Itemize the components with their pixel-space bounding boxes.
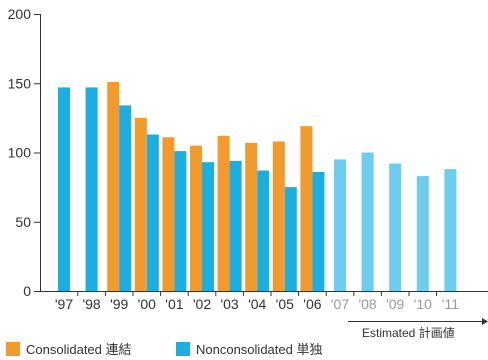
x-tick-label: '06	[303, 296, 321, 312]
x-tick-label: '11	[442, 296, 459, 312]
bar-consolidated	[134, 117, 147, 291]
x-tick-label: '98	[82, 296, 100, 312]
bar-nonconsolidated	[85, 87, 98, 291]
x-tick-label: '03	[220, 296, 238, 312]
bar-nonconsolidated	[174, 151, 187, 291]
x-tick-label: '02	[193, 296, 211, 312]
bar-consolidated	[107, 81, 120, 292]
bar-nonconsolidated	[119, 105, 132, 291]
x-tick-label: '09	[386, 296, 404, 312]
bar-nonconsolidated	[312, 171, 325, 291]
estimated-label: Estimated 計画値	[362, 325, 455, 340]
legend-swatch-consolidated	[6, 342, 20, 356]
bar-consolidated	[245, 142, 258, 291]
legend: Consolidated 連結 Nonconsolidated 単独	[6, 342, 322, 357]
bar-consolidated	[190, 145, 202, 291]
y-tick-label: 150	[8, 75, 32, 91]
bar-nonconsolidated	[202, 162, 214, 291]
x-tick-label: '08	[358, 296, 376, 312]
x-tick-label: '04	[248, 296, 266, 312]
bar-nonconsolidated-estimated	[334, 159, 346, 291]
y-tick-label: 100	[8, 145, 32, 161]
estimated-arrow-icon	[482, 318, 488, 325]
bar-nonconsolidated	[257, 170, 270, 291]
y-ticks: 0 50 100 150 200	[8, 6, 40, 299]
bars	[58, 81, 457, 292]
x-tick-label: '10	[414, 296, 432, 312]
estimated-bracket: Estimated 計画値	[348, 318, 488, 340]
x-tick-labels: '97 '98 '99 '00 '01 '02 '03 '04 '05 '06 '07 '08 '09 '…	[55, 291, 459, 312]
bar-nonconsolidated	[58, 87, 70, 291]
bar-nonconsolidated-estimated	[444, 169, 457, 291]
y-tick-label: 50	[15, 214, 31, 230]
bar-nonconsolidated-estimated	[416, 176, 429, 291]
bar-nonconsolidated	[284, 187, 297, 291]
x-tick-label: '05	[276, 296, 294, 312]
x-tick-label: '97	[55, 296, 73, 312]
x-tick-label: '07	[331, 296, 349, 312]
bar-consolidated	[217, 135, 230, 291]
bar-nonconsolidated	[146, 134, 159, 291]
legend-swatch-nonconsolidated	[176, 342, 190, 356]
x-tick-label: '99	[110, 296, 128, 312]
bar-nonconsolidated-estimated	[361, 152, 374, 291]
x-tick-label: '00	[138, 296, 156, 312]
x-tick-label: '01	[165, 296, 183, 312]
bar-nonconsolidated	[229, 160, 242, 291]
y-tick-label: 200	[8, 6, 32, 22]
legend-label-nonconsolidated: Nonconsolidated 単独	[196, 342, 322, 357]
bar-consolidated	[272, 141, 285, 291]
y-tick-label: 0	[23, 283, 31, 299]
bar-consolidated	[162, 137, 175, 291]
bar-consolidated	[300, 126, 313, 291]
bar-nonconsolidated-estimated	[389, 163, 402, 291]
legend-label-consolidated: Consolidated 連結	[26, 342, 132, 357]
axes	[40, 14, 488, 292]
